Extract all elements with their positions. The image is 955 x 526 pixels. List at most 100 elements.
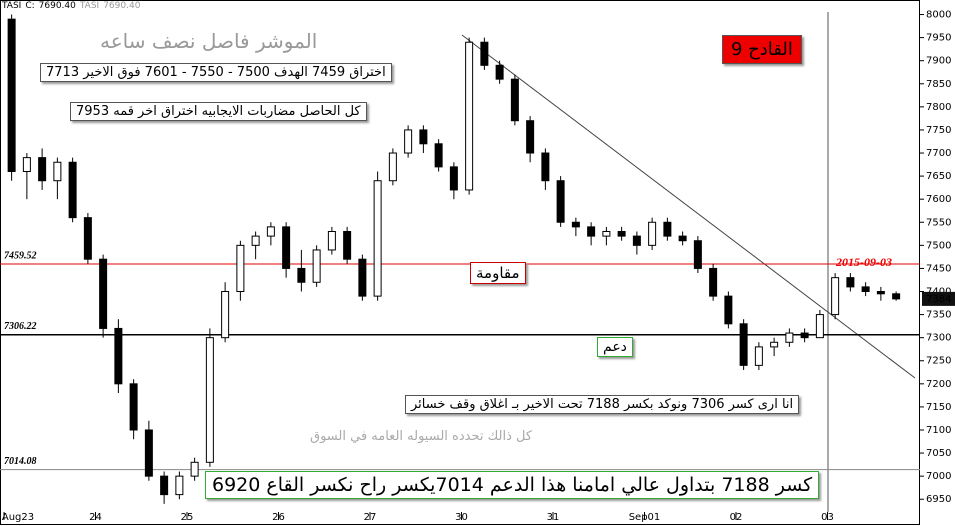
- candle-body: [449, 166, 458, 191]
- annotation: كل ذالك تحدده السيوله العامه في السوق: [310, 429, 533, 444]
- y-tick-label: 7650: [926, 171, 951, 182]
- candle-body: [83, 217, 92, 260]
- candle-body: [53, 161, 62, 182]
- candle-body: [22, 157, 31, 172]
- x-tick-label: 26: [272, 512, 285, 523]
- last-price-box: [922, 291, 955, 306]
- annotation: القادح 9: [722, 35, 802, 64]
- candle-body: [38, 157, 47, 182]
- x-tick-label: 24: [89, 512, 102, 523]
- candle-body: [312, 249, 321, 283]
- x-tick-label: 27: [364, 512, 377, 523]
- candle-body: [434, 143, 443, 168]
- y-tick-label: 6950: [926, 494, 951, 505]
- x-tick-label: Sep01: [629, 512, 661, 523]
- candle-body: [724, 295, 733, 325]
- candle-body: [602, 230, 611, 237]
- candle-body: [770, 341, 779, 348]
- candle-body: [541, 152, 550, 182]
- y-tick-label: 7150: [926, 402, 951, 413]
- x-tick-label: 02: [730, 512, 743, 523]
- annotation: انا ارى كسر 7306 ونوكد بكسر 7188 تحت الا…: [405, 395, 800, 414]
- y-tick-label: 7550: [926, 217, 951, 228]
- y-tick-label: 7200: [926, 379, 951, 390]
- candle-body: [205, 337, 214, 463]
- candle-body: [160, 475, 169, 496]
- candle-body: [678, 235, 687, 242]
- candle-body: [480, 41, 489, 66]
- candle-body: [129, 383, 138, 431]
- candle-body: [632, 235, 641, 246]
- y-tick-label: 7450: [926, 263, 951, 274]
- candle-body: [663, 221, 672, 237]
- annotation: اختراق 7459 الهدف 7500 - 7550 - 7601 فوق…: [40, 63, 392, 82]
- y-tick-label: 7350: [926, 310, 951, 321]
- candle-body: [114, 327, 123, 385]
- candle-body: [831, 277, 840, 316]
- candle-body: [648, 221, 657, 246]
- x-tick-label: 25: [181, 512, 194, 523]
- candle-body: [587, 226, 596, 237]
- header: TASI C: 7690.40 TASI 7690.40: [2, 1, 144, 11]
- annotation: دعم: [597, 337, 633, 357]
- annotation: الموشر فاصل نصف ساعه: [100, 29, 318, 53]
- candle-body: [7, 18, 16, 172]
- x-tick-label: 03: [821, 512, 834, 523]
- x-tick-label: Aug23: [2, 512, 34, 523]
- candle-body: [343, 230, 352, 260]
- annotation: كل الحاصل مضاربات الايجابيه اختراق اخر ق…: [70, 102, 367, 121]
- candle-body: [526, 120, 535, 154]
- annotation: كسر 7188 بتداول عالي امامنا هذا الدعم 70…: [205, 471, 820, 499]
- candle-body: [876, 291, 885, 295]
- candle-body: [144, 429, 153, 477]
- close-value: 7690.40: [103, 1, 141, 11]
- candle-body: [739, 323, 748, 366]
- candle-body: [419, 129, 428, 145]
- y-tick-label: 7100: [926, 425, 951, 436]
- y-tick-label: 7300: [926, 333, 951, 344]
- candle-body: [556, 180, 565, 223]
- annotation: مقاومة: [470, 262, 526, 284]
- candle-body: [846, 277, 855, 288]
- candle-body: [800, 332, 809, 339]
- y-tick-label: 7950: [926, 33, 951, 44]
- candle-body: [175, 475, 184, 496]
- candle-body: [861, 286, 870, 293]
- y-tick-label: 7500: [926, 240, 951, 251]
- candle-body: [251, 235, 260, 246]
- candle-body: [571, 221, 580, 228]
- candle-body: [495, 64, 504, 80]
- y-tick-label: 7600: [926, 194, 951, 205]
- candle-body: [785, 332, 794, 343]
- level-label: 7306.22: [4, 321, 37, 332]
- y-tick-label: 7850: [926, 79, 951, 90]
- y-tick-label: 7050: [926, 448, 951, 459]
- candle-body: [404, 129, 413, 154]
- candle-body: [282, 226, 291, 269]
- y-tick-label: 7250: [926, 356, 951, 367]
- candle-body: [373, 180, 382, 297]
- candle-body: [388, 152, 397, 182]
- candle-body: [892, 293, 901, 300]
- candle-body: [190, 461, 199, 477]
- y-tick-label: 7750: [926, 125, 951, 136]
- symbol: TASI: [2, 1, 22, 11]
- level-label: 7459.52: [4, 250, 37, 261]
- candle-body: [358, 258, 367, 297]
- x-tick-label: 31: [547, 512, 560, 523]
- y-tick-label: 7700: [926, 148, 951, 159]
- plot-frame: [0, 0, 920, 525]
- x-tick-label: 30: [455, 512, 468, 523]
- candle-body: [327, 230, 336, 251]
- candle-body: [99, 258, 108, 329]
- y-tick-label: 7900: [926, 56, 951, 67]
- candle-body: [221, 291, 230, 339]
- close-label: C:: [25, 1, 35, 11]
- candle-body: [510, 78, 519, 122]
- candle-body: [68, 161, 77, 219]
- candle-body: [266, 226, 275, 237]
- close-value: 7690.40: [38, 1, 76, 11]
- candle-body: [617, 230, 626, 237]
